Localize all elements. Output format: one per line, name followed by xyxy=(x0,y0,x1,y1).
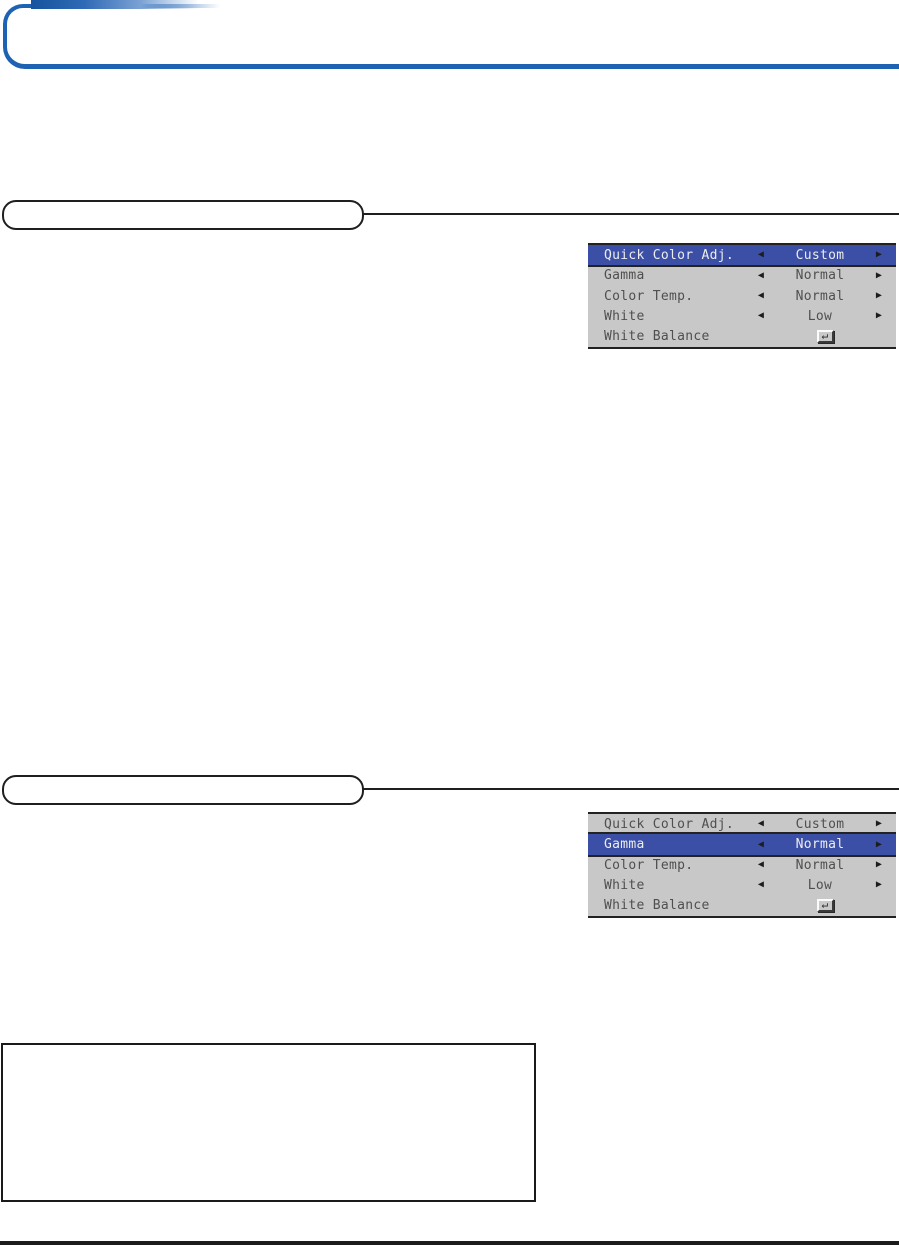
osd-row-label: Quick Color Adj. xyxy=(604,247,735,263)
left-arrow-icon: ◀ xyxy=(757,269,765,281)
osd-row-label: Quick Color Adj. xyxy=(604,816,735,832)
osd-row-gamma: Gamma ◀ Normal ▶ xyxy=(588,265,896,285)
osd-menu-figure-quick-color-adj: Quick Color Adj. ◀ Custom ▶ Gamma ◀ Norm… xyxy=(588,243,896,349)
osd-row-value: ↵ xyxy=(766,329,874,344)
header-gradient-tab xyxy=(31,0,207,9)
enter-key-icon: ↵ xyxy=(816,899,834,913)
osd-row-value: Low xyxy=(807,877,833,893)
left-arrow-icon: ◀ xyxy=(757,838,765,850)
osd-row-label: Color Temp. xyxy=(604,857,694,873)
osd-row-color-temp: Color Temp. ◀ Normal ▶ xyxy=(588,286,896,306)
left-arrow-icon: ◀ xyxy=(757,249,765,261)
osd-row-white: White ◀ Low ▶ xyxy=(588,306,896,326)
osd-menu-figure-gamma: Quick Color Adj. ◀ Custom ▶ Gamma ◀ Norm… xyxy=(588,812,896,918)
osd-row-value: Normal xyxy=(795,857,845,873)
osd-row-label: White Balance xyxy=(604,329,710,345)
osd-row-white-balance: White Balance ◀ ↵ ▶ xyxy=(588,327,896,347)
osd-row-quick-color-adj: Quick Color Adj. ◀ Custom ▶ xyxy=(588,245,896,266)
osd-row-value: Normal xyxy=(795,268,845,284)
right-arrow-icon: ▶ xyxy=(875,249,883,261)
left-arrow-icon: ◀ xyxy=(757,859,765,871)
header-border-fade xyxy=(140,2,899,11)
left-arrow-icon: ◀ xyxy=(757,310,765,322)
osd-row-white: White ◀ Low ▶ xyxy=(588,875,896,895)
enter-key-icon: ↵ xyxy=(816,330,834,344)
osd-row-white-balance: White Balance ◀ ↵ ▶ xyxy=(588,896,896,916)
left-arrow-icon: ◀ xyxy=(757,818,765,830)
osd-row-value: Custom xyxy=(795,816,845,832)
section-title-pill xyxy=(2,200,364,230)
left-arrow-icon: ◀ xyxy=(757,879,765,891)
osd-row-value: ↵ xyxy=(766,898,874,913)
note-box xyxy=(1,1043,536,1202)
right-arrow-icon: ▶ xyxy=(875,879,883,891)
osd-row-value: Custom xyxy=(795,247,845,263)
right-arrow-icon: ▶ xyxy=(875,269,883,281)
right-arrow-icon: ▶ xyxy=(875,859,883,871)
osd-row-quick-color-adj: Quick Color Adj. ◀ Custom ▶ xyxy=(588,814,896,834)
right-arrow-icon: ▶ xyxy=(875,838,883,850)
osd-row-gamma: Gamma ◀ Normal ▶ xyxy=(588,834,896,855)
right-arrow-icon: ▶ xyxy=(875,818,883,830)
osd-row-label: White Balance xyxy=(604,898,710,914)
osd-row-value: Low xyxy=(807,308,833,324)
osd-row-label: Color Temp. xyxy=(604,288,694,304)
osd-row-label: Gamma xyxy=(604,837,645,853)
osd-row-value: Normal xyxy=(795,837,845,853)
osd-row-label: White xyxy=(604,877,645,893)
osd-row-label: Gamma xyxy=(604,268,645,284)
right-arrow-icon: ▶ xyxy=(875,290,883,302)
osd-row-color-temp: Color Temp. ◀ Normal ▶ xyxy=(588,855,896,875)
footer-rule xyxy=(0,1241,899,1245)
osd-row-value: Normal xyxy=(795,288,845,304)
left-arrow-icon: ◀ xyxy=(757,290,765,302)
osd-row-label: White xyxy=(604,308,645,324)
page-header-box xyxy=(3,4,899,69)
section-rule xyxy=(360,213,899,215)
section-rule xyxy=(360,788,899,790)
section-title-pill xyxy=(2,775,364,805)
right-arrow-icon: ▶ xyxy=(875,310,883,322)
